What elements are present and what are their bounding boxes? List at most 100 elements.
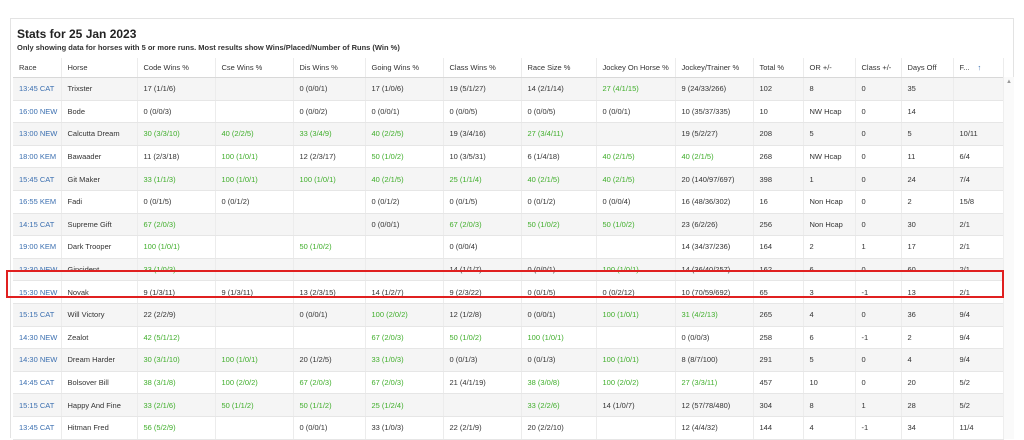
column-header-8[interactable]: Jockey On Horse % <box>596 58 676 78</box>
column-header-1[interactable]: Horse <box>61 58 138 78</box>
column-header-13[interactable]: Days Off <box>901 58 954 78</box>
horse-name-cell: Fadi <box>61 190 138 214</box>
table-cell: 5 <box>803 348 856 372</box>
table-row-highlighted[interactable]: 15:30 NEW Novak 9 (1/3/11) 9 (1/3/11) 13 (2/… <box>13 280 1004 304</box>
table-row[interactable]: 18:00 KEM Bawaader 11 (2/3/18) 100 (1/0/1) 1… <box>13 145 1004 169</box>
vertical-scrollbar[interactable]: ▲ <box>1003 77 1014 439</box>
table-cell: 28 <box>901 393 954 417</box>
horse-name-cell: Supreme Gift <box>61 213 138 237</box>
table-row[interactable]: 13:30 NEW Gincident 33 (1/0/3) 14 (1/1/7) 0 … <box>13 258 1004 282</box>
table-cell: 67 (2/0/3) <box>137 213 216 237</box>
column-header-6[interactable]: Class Wins % <box>443 58 522 78</box>
column-header-10[interactable]: Total % <box>753 58 804 78</box>
column-header-label: Going Wins % <box>371 63 420 72</box>
table-cell: 1 <box>855 393 902 417</box>
table-cell: 14 (1/1/7) <box>443 258 522 282</box>
column-header-9[interactable]: Jockey/Trainer % <box>675 58 754 78</box>
table-cell: 10 (35/37/335) <box>675 100 754 124</box>
race-link[interactable]: 19:00 KEM <box>13 235 62 259</box>
sort-ascending-icon[interactable]: ↑ <box>977 63 982 72</box>
table-cell: 25 (1/2/4) <box>365 393 444 417</box>
race-link[interactable]: 14:45 CAT <box>13 371 62 395</box>
table-cell: 9/4 <box>953 348 1004 372</box>
race-link[interactable]: 13:00 NEW <box>13 122 62 146</box>
horse-name-cell: Trixster <box>61 77 138 101</box>
column-header-2[interactable]: Code Wins % <box>137 58 216 78</box>
table-row[interactable]: 13:45 CAT Trixster 17 (1/1/6) 0 (0/0/1) 17 (… <box>13 77 1004 101</box>
race-link[interactable]: 14:30 NEW <box>13 348 62 372</box>
column-header-label: Days Off <box>907 63 937 72</box>
column-header-11[interactable]: OR +/- <box>803 58 856 78</box>
table-row[interactable]: 13:45 CAT Hitman Fred 56 (5/2/9) 0 (0/0/1) 3… <box>13 416 1004 440</box>
table-cell: 14 (1/2/7) <box>365 280 444 304</box>
table-cell: 36 <box>901 303 954 327</box>
race-link[interactable]: 18:00 KEM <box>13 145 62 169</box>
table-row[interactable]: 15:15 CAT Happy And Fine 33 (2/1/6) 50 (1/1… <box>13 393 1004 417</box>
table-cell: Non Hcap <box>803 213 856 237</box>
race-link[interactable]: 14:15 CAT <box>13 213 62 237</box>
table-cell <box>293 213 366 237</box>
page-subtitle: Only showing data for horses with 5 or m… <box>17 43 400 52</box>
column-header-3[interactable]: Cse Wins % <box>215 58 294 78</box>
table-cell: 33 (1/0/3) <box>365 348 444 372</box>
column-header-label: Class +/- <box>861 63 892 72</box>
table-row[interactable]: 13:00 NEW Calcutta Dream 30 (3/3/10) 40 (2/… <box>13 122 1004 146</box>
page-title: Stats for 25 Jan 2023 <box>17 27 137 41</box>
table-row[interactable]: 14:30 NEW Zealot 42 (5/1/12) 67 (2/0/3) 50 (… <box>13 326 1004 350</box>
table-cell: 5/2 <box>953 371 1004 395</box>
column-header-4[interactable]: Dis Wins % <box>293 58 366 78</box>
table-row[interactable]: 15:15 CAT Will Victory 22 (2/2/9) 0 (0/0/1)… <box>13 303 1004 327</box>
horse-name-cell: Will Victory <box>61 303 138 327</box>
race-link[interactable]: 16:00 NEW <box>13 100 62 124</box>
table-row[interactable]: 19:00 KEM Dark Trooper 100 (1/0/1) 50 (1/0/… <box>13 235 1004 259</box>
stats-table: Race Horse Code Wins % Cse Wins % Dis Wins %… <box>13 58 1004 440</box>
race-link[interactable]: 13:45 CAT <box>13 416 62 440</box>
table-cell <box>215 303 294 327</box>
race-link[interactable]: 13:30 NEW <box>13 258 62 282</box>
table-cell: 14 (1/0/7) <box>596 393 676 417</box>
column-header-label: Jockey On Horse % <box>602 63 669 72</box>
scroll-up-arrow-icon[interactable]: ▲ <box>1006 79 1012 85</box>
race-link[interactable]: 15:45 CAT <box>13 167 62 191</box>
table-cell: 67 (2/0/3) <box>365 326 444 350</box>
table-cell: 291 <box>753 348 804 372</box>
column-header-12[interactable]: Class +/- <box>855 58 902 78</box>
table-cell: 0 <box>855 167 902 191</box>
table-cell <box>596 122 676 146</box>
race-link[interactable]: 14:30 NEW <box>13 326 62 350</box>
table-cell: 25 (1/1/4) <box>443 167 522 191</box>
table-cell: 3 <box>803 280 856 304</box>
table-cell: 33 (1/1/3) <box>137 167 216 191</box>
table-cell: 100 (2/0/2) <box>596 371 676 395</box>
race-link[interactable]: 15:30 NEW <box>13 280 62 304</box>
table-row[interactable]: 16:55 KEM Fadi 0 (0/1/5) 0 (0/1/2) 0 (0/1/2)… <box>13 190 1004 214</box>
table-row[interactable]: 16:00 NEW Bode 0 (0/0/3) 0 (0/0/2) 0 (0/0/1)… <box>13 100 1004 124</box>
table-row[interactable]: 14:30 NEW Dream Harder 30 (3/1/10) 100 (1/0… <box>13 348 1004 372</box>
table-cell: 40 (2/2/5) <box>215 122 294 146</box>
race-link[interactable]: 15:15 CAT <box>13 303 62 327</box>
table-cell: 50 (1/1/2) <box>293 393 366 417</box>
column-header-5[interactable]: Going Wins % <box>365 58 444 78</box>
column-header-label: Jockey/Trainer % <box>681 63 740 72</box>
column-header-label: F... <box>959 63 970 72</box>
column-header-7[interactable]: Race Size % <box>521 58 597 78</box>
table-cell: 2/1 <box>953 213 1004 237</box>
table-cell: 162 <box>753 258 804 282</box>
race-link[interactable]: 15:15 CAT <box>13 393 62 417</box>
column-header-0[interactable]: Race <box>13 58 62 78</box>
table-row[interactable]: 15:45 CAT Git Maker 33 (1/1/3) 100 (1/0/1) 1… <box>13 167 1004 191</box>
table-cell: 0 (0/0/2) <box>293 100 366 124</box>
table-cell: 5 <box>901 122 954 146</box>
table-cell: 27 (3/4/11) <box>521 122 597 146</box>
column-header-14[interactable]: F... ↑ <box>953 58 1004 78</box>
table-cell: 0 (0/0/1) <box>293 77 366 101</box>
table-cell: 256 <box>753 213 804 237</box>
table-cell <box>596 326 676 350</box>
table-cell: Non Hcap <box>803 190 856 214</box>
table-row[interactable]: 14:15 CAT Supreme Gift 67 (2/0/3) 0 (0/0/1)… <box>13 213 1004 237</box>
race-link[interactable]: 16:55 KEM <box>13 190 62 214</box>
race-link[interactable]: 13:45 CAT <box>13 77 62 101</box>
table-row[interactable]: 14:45 CAT Bolsover Bill 38 (3/1/8) 100 (2/0… <box>13 371 1004 395</box>
table-cell: 8 (8/7/100) <box>675 348 754 372</box>
table-cell: 67 (2/0/3) <box>293 371 366 395</box>
